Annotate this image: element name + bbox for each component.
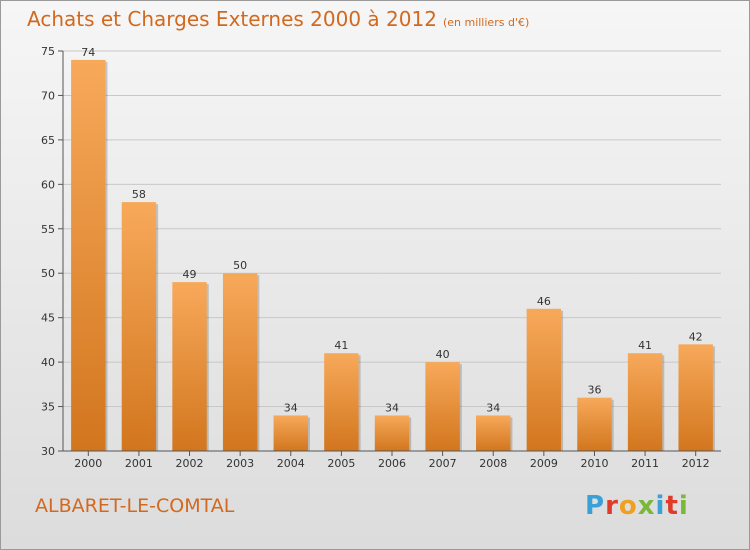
data-label: 50	[233, 259, 247, 272]
bar	[222, 273, 258, 451]
y-tick-label: 60	[41, 178, 55, 191]
x-tick-label: 2012	[682, 457, 710, 470]
x-tick-label: 2010	[580, 457, 608, 470]
bar	[172, 282, 207, 451]
x-tick-label: 2000	[74, 457, 102, 470]
logo-letter: t	[665, 491, 679, 521]
data-label: 41	[334, 339, 348, 352]
data-label: 49	[183, 268, 197, 281]
x-tick-label: 2006	[378, 457, 406, 470]
x-tick-label: 2008	[479, 457, 507, 470]
logo-letter: r	[605, 491, 619, 521]
x-tick-label: 2003	[226, 457, 254, 470]
y-tick-label: 55	[41, 223, 55, 236]
data-label: 58	[132, 188, 146, 201]
x-tick-label: 2002	[176, 457, 204, 470]
bar	[627, 353, 663, 451]
logo-letter: i	[678, 491, 689, 521]
logo-letter: o	[618, 491, 638, 521]
x-axis: 2000 2001 2002 2003 2004 2005 2006 2007 2008 2009…	[63, 450, 721, 470]
y-tick-label: 35	[41, 401, 55, 414]
y-tick-label: 45	[41, 312, 55, 325]
logo-letter: i	[655, 491, 666, 521]
bar	[425, 362, 460, 451]
bar	[71, 59, 106, 452]
bar	[324, 353, 359, 451]
data-label: 34	[385, 401, 399, 414]
x-tick-label: 2007	[429, 457, 457, 470]
x-tick-label: 2005	[327, 457, 355, 470]
data-label: 36	[587, 384, 601, 397]
x-tick-label: 2011	[631, 457, 659, 470]
data-label: 34	[284, 401, 298, 414]
x-tick-label: 2001	[125, 457, 153, 470]
data-label: 34	[486, 401, 500, 414]
bar	[526, 308, 562, 451]
chart-title: Achats et Charges Externes 2000 à 2012 (e…	[27, 7, 529, 31]
logo-letter: P	[585, 491, 606, 521]
data-label: 46	[537, 295, 551, 308]
chart-subtitle: (en milliers d'€)	[442, 16, 530, 29]
y-tick-label: 40	[41, 356, 55, 369]
bar	[121, 202, 157, 451]
commune-name: ALBARET-LE-COMTAL	[35, 495, 235, 517]
data-label: 40	[436, 348, 450, 361]
bar	[678, 344, 713, 451]
grid-lines	[63, 50, 721, 452]
data-label: 42	[689, 330, 703, 343]
bar	[273, 415, 308, 451]
proxiti-logo: Proxiti	[585, 491, 689, 521]
bar	[577, 397, 612, 451]
y-tick-label: 30	[41, 445, 55, 458]
y-tick-label: 50	[41, 267, 55, 280]
y-axis: 30 35 40 45 50 55 60 65 70 75	[41, 45, 64, 458]
bar	[476, 415, 511, 451]
bars: 74 58 49 50 34 41 34 40 34 46 36 41 42	[71, 46, 715, 452]
y-tick-label: 65	[41, 134, 55, 147]
x-tick-label: 2009	[530, 457, 558, 470]
data-label: 41	[638, 339, 652, 352]
data-label: 74	[81, 46, 95, 59]
y-tick-label: 70	[41, 89, 55, 102]
y-tick-label: 75	[41, 45, 55, 58]
bar	[374, 415, 410, 451]
chart-title-text: Achats et Charges Externes 2000 à 2012	[27, 7, 437, 31]
logo-letter: x	[637, 491, 656, 521]
x-tick-label: 2004	[277, 457, 305, 470]
